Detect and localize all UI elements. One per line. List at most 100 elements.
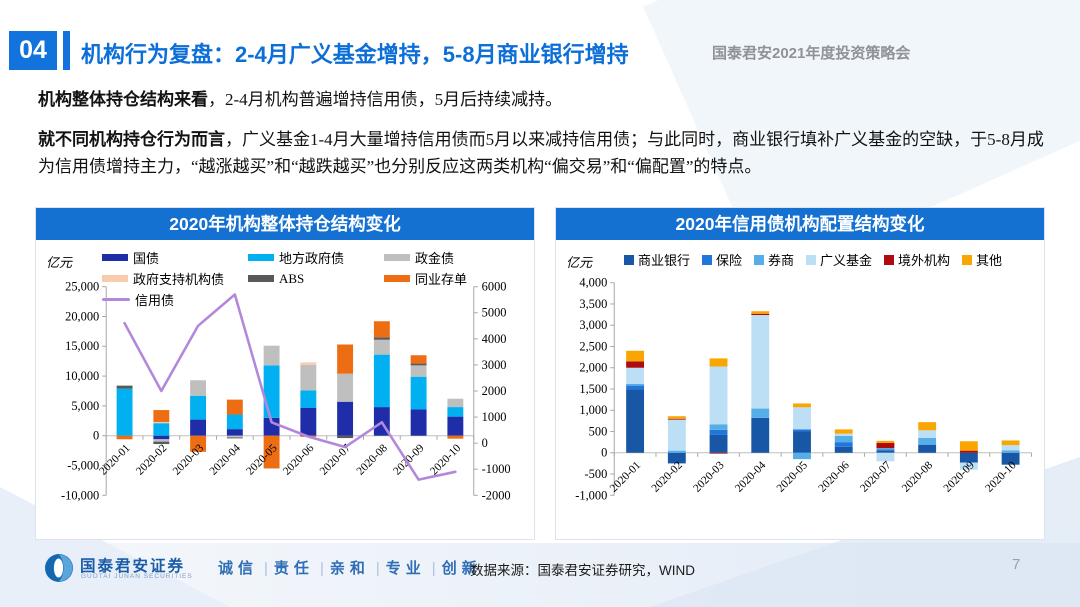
legend-label: 广义基金 (820, 253, 873, 268)
bar-segment (709, 429, 728, 435)
legend-item: 地方政府债 (248, 248, 384, 267)
svg-text:2020-04: 2020-04 (208, 442, 244, 478)
chart-title-banner: 2020年信用债机构配置结构变化 (556, 208, 1044, 240)
bar-segment (226, 429, 243, 436)
motto-word: 亲和 (329, 560, 370, 577)
svg-text:2020-04: 2020-04 (733, 459, 769, 495)
bar-segment (410, 365, 427, 377)
svg-text:0: 0 (93, 429, 99, 443)
legend-swatch (701, 254, 712, 265)
bar-segment (751, 313, 770, 316)
legend-label: 商业银行 (637, 253, 690, 268)
bar-segment (337, 401, 354, 436)
bar-segment (337, 373, 354, 402)
svg-text:3000: 3000 (482, 358, 507, 372)
paragraph-2-lead: 就不同机构持仓行为而言 (38, 129, 225, 149)
legend-swatch (623, 254, 634, 265)
bar-segment (1001, 452, 1020, 465)
legend-label: ABS (279, 270, 305, 286)
bar-segment (190, 419, 207, 436)
bar-segment (263, 435, 280, 469)
bar-segment (373, 339, 390, 355)
bar-segment (709, 452, 728, 454)
bar-segment (709, 366, 728, 425)
legend-item: 保险 (701, 250, 742, 269)
line-series (123, 293, 457, 481)
chart-title-banner: 2020年机构整体持仓结构变化 (36, 208, 534, 240)
bar-segment (751, 408, 770, 418)
header-divider (63, 31, 70, 70)
holdings-chart-svg: 25,000 20,000 15,000 10,000 5,000 0 -5,000 -10,… (61, 280, 511, 503)
svg-text:1,500: 1,500 (579, 382, 607, 396)
legend-swatch (384, 254, 410, 261)
legend-label: 地方政府债 (279, 251, 345, 266)
bar-segment (226, 399, 243, 415)
bar-segment (834, 435, 853, 443)
bar-segment (918, 430, 937, 438)
svg-text:6000: 6000 (482, 280, 507, 294)
svg-text:-500: -500 (585, 467, 608, 481)
svg-text:3,500: 3,500 (579, 297, 607, 311)
paragraph-1-lead: 机构整体持仓结构来看 (38, 90, 208, 109)
bar-segment (153, 435, 170, 440)
bar-segment (626, 383, 645, 386)
legend-label: 政金债 (415, 251, 455, 266)
bar-segment (116, 385, 133, 389)
bar-segment (876, 449, 895, 451)
bar-segment (834, 446, 853, 453)
legend-item: 广义基金 (806, 250, 872, 269)
legend-label: 同业存单 (415, 272, 468, 287)
bar-segment (226, 435, 243, 438)
bar-segment (337, 435, 354, 439)
svg-text:3,000: 3,000 (579, 318, 607, 332)
bar-segment (153, 423, 170, 436)
bar-segment (337, 344, 354, 374)
bar-segment (709, 434, 728, 453)
bar-segment (190, 435, 207, 452)
svg-text:-1000: -1000 (482, 462, 511, 476)
bar-segment (793, 407, 811, 430)
svg-text:2020-06: 2020-06 (816, 459, 852, 495)
svg-text:1000: 1000 (482, 410, 507, 424)
bar-segment (410, 409, 427, 436)
bar-segment (959, 462, 978, 470)
bar-segment (876, 450, 895, 453)
bar-segment (263, 365, 280, 418)
svg-text:2020-06: 2020-06 (281, 442, 317, 478)
svg-text:2,000: 2,000 (579, 361, 607, 375)
svg-text:25,000: 25,000 (65, 280, 99, 294)
bar-segment (834, 442, 853, 447)
bar-segment (876, 440, 895, 443)
svg-text:4,000: 4,000 (579, 276, 607, 290)
bar-segment (153, 421, 170, 424)
paragraph-1: 机构整体持仓结构来看，2-4月机构普遍增持信用债，5月后持续减持。 (38, 86, 1046, 114)
bar-segment (626, 389, 645, 453)
bar-segment (793, 429, 811, 432)
bar-segment (300, 362, 317, 365)
bar-segment (959, 452, 978, 463)
footer: 国泰君安证券 GUOTAI JUNAN SECURITIES 诚信 | 责任 | 亲和 |… (0, 547, 1080, 607)
svg-text:2020-08: 2020-08 (355, 442, 391, 478)
bar-segment (447, 407, 464, 417)
legend-swatch (102, 254, 128, 261)
company-name: 国泰君安证券 (80, 558, 186, 575)
bar-segment (373, 337, 390, 340)
legend-label: 国债 (133, 251, 160, 266)
legend-label: 券商 (767, 253, 794, 268)
svg-text:2020-07: 2020-07 (858, 459, 894, 495)
bar-segment (1001, 450, 1020, 453)
bar-segment (876, 448, 895, 450)
chart-area: 亿元 商业银行 保险 券商 广义基金 境外机构 其他 4,000 3,500 3,000 2,5… (556, 240, 1044, 539)
svg-text:0: 0 (601, 446, 607, 460)
legend-swatch (384, 275, 410, 282)
legend-item: 信用债 (102, 290, 248, 309)
chart-legend: 商业银行 保险 券商 广义基金 境外机构 其他 (584, 250, 1042, 269)
paragraph-2-text: ，广义基金1-4月大量增持信用债而5月以来减持信用债；与此同时，商业银行填补广义… (38, 129, 1044, 177)
bar-segment (709, 424, 728, 430)
paragraph-1-text: ，2-4月机构普遍增持信用债，5月后持续减持。 (208, 90, 563, 109)
svg-text:-5,000: -5,000 (67, 458, 99, 472)
bar-segment (751, 417, 770, 453)
bar-segment (190, 395, 207, 420)
bar-segment (226, 437, 243, 439)
legend-label: 保险 (715, 253, 742, 268)
